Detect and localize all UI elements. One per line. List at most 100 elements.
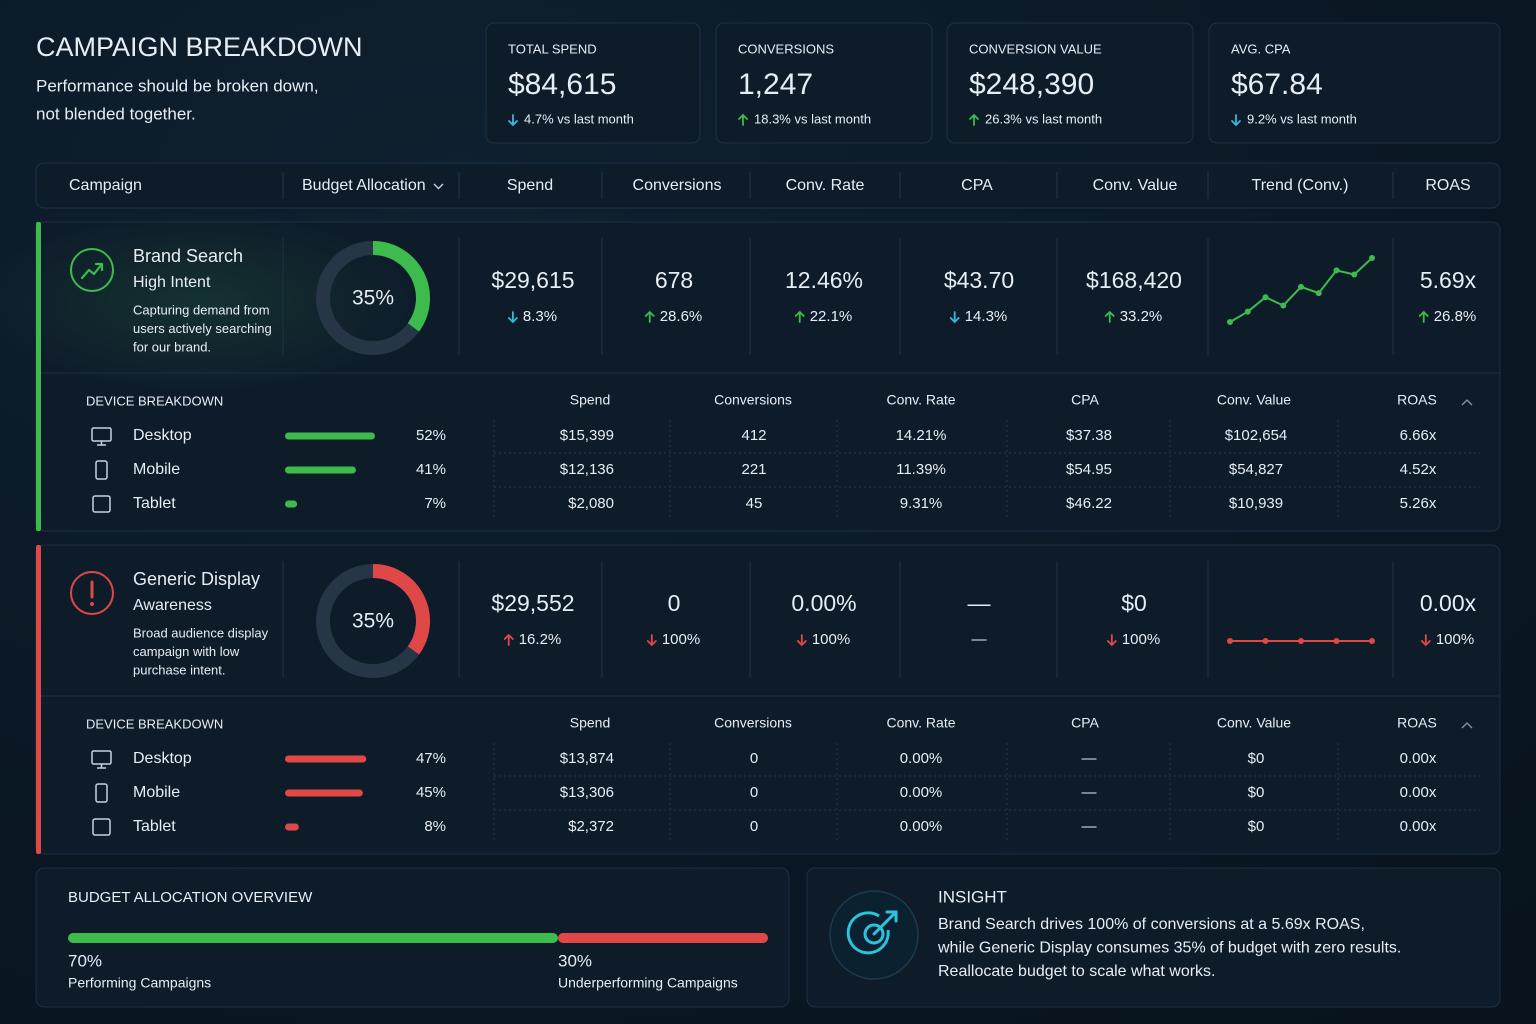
metric-value: $29,615	[491, 267, 574, 293]
trend-point	[1298, 638, 1304, 644]
column-header: Campaign	[69, 177, 142, 194]
device-name: Tablet	[133, 495, 176, 512]
device-column: CPA	[1071, 715, 1099, 731]
device-name: Mobile	[133, 784, 180, 801]
device-cell: $54.95	[1066, 461, 1112, 478]
trend-point	[1333, 638, 1340, 644]
donut-arc	[372, 564, 430, 655]
campaign-name: Brand Search	[133, 246, 243, 266]
insight-icon	[872, 910, 898, 936]
delta-arrow	[796, 634, 807, 647]
metric-value: 5.69x	[1420, 267, 1477, 293]
trend-point	[1351, 271, 1358, 278]
status-accent	[36, 222, 41, 531]
page-title: CAMPAIGN BREAKDOWN	[36, 32, 363, 62]
segment-label: Performing Campaigns	[68, 975, 211, 991]
device-cell: 221	[741, 461, 766, 478]
sort-chevron	[433, 183, 444, 190]
delta-arrow	[503, 633, 514, 646]
device-cell: $2,372	[568, 818, 614, 835]
delta-arrow	[1104, 310, 1115, 323]
kpi-label: CONVERSIONS	[738, 41, 834, 56]
metric-delta: 100%	[1436, 631, 1474, 648]
device-column: Conv. Rate	[887, 392, 956, 408]
device-cell: $46.22	[1066, 495, 1112, 512]
campaign-card	[35, 544, 1501, 855]
delta-arrow	[1420, 634, 1431, 647]
device-column: Conversions	[714, 715, 792, 731]
device-title: DEVICE BREAKDOWN	[86, 716, 223, 731]
device-column: ROAS	[1397, 715, 1437, 731]
delta-arrow	[508, 114, 518, 127]
collapse-chevron	[1461, 722, 1473, 729]
delta-arrow	[738, 113, 748, 126]
device-cell: $102,654	[1225, 427, 1288, 444]
segment-label: Underperforming Campaigns	[558, 975, 738, 991]
delta-arrow	[969, 113, 979, 126]
delta-arrow	[646, 634, 657, 647]
metric-delta: 100%	[662, 631, 700, 648]
device-cell: $0	[1248, 750, 1265, 767]
trend-point	[1262, 294, 1269, 301]
device-share: 47%	[416, 750, 446, 767]
delta-arrow	[644, 310, 655, 323]
status-icon	[70, 571, 114, 615]
device-column: ROAS	[1397, 392, 1437, 408]
kpi-card	[715, 22, 933, 144]
device-cell: $2,080	[568, 495, 614, 512]
trend-point	[1280, 302, 1287, 309]
campaign-description: Broad audience display	[133, 625, 269, 640]
donut-label: 35%	[352, 610, 394, 633]
device-share: 7%	[424, 495, 446, 512]
device-cell: $13,874	[560, 750, 614, 767]
device-column: Spend	[570, 392, 610, 408]
insight-title: INSIGHT	[938, 887, 1007, 906]
delta-arrow	[1106, 634, 1117, 647]
metric-delta: 26.8%	[1434, 308, 1477, 325]
device-cell: $15,399	[560, 427, 614, 444]
column-header: Spend	[507, 177, 553, 194]
metric-delta: 100%	[1122, 631, 1160, 648]
device-name: Tablet	[133, 818, 176, 835]
device-cell: 11.39%	[896, 461, 946, 478]
insight-line: while Generic Display consumes 35% of bu…	[937, 940, 1401, 957]
device-column: Conv. Value	[1217, 392, 1291, 408]
status-icon	[90, 602, 94, 606]
metric-delta: 100%	[812, 631, 850, 648]
metric-delta: 22.1%	[810, 308, 853, 325]
device-cell: 0.00%	[900, 750, 943, 767]
trend-point	[1298, 283, 1304, 290]
campaign-description: campaign with low	[133, 644, 240, 659]
device-name: Mobile	[133, 461, 180, 478]
column-header: CPA	[961, 177, 993, 194]
kpi-delta: 26.3% vs last month	[985, 111, 1102, 126]
device-cell: 5.26x	[1400, 495, 1437, 512]
trend-point	[1315, 290, 1322, 297]
kpi-delta: 18.3% vs last month	[754, 111, 871, 126]
segment-share: 30%	[558, 951, 592, 970]
kpi-value: $248,390	[969, 68, 1094, 101]
device-column: Conv. Value	[1217, 715, 1291, 731]
collapse-chevron	[1461, 399, 1473, 406]
kpi-delta: 9.2% vs last month	[1247, 111, 1357, 126]
device-name: Desktop	[133, 750, 192, 767]
device-cell: 6.66x	[1400, 427, 1437, 444]
device-cell: $12,136	[560, 461, 614, 478]
kpi-value: $67.84	[1231, 68, 1323, 101]
column-header: Trend (Conv.)	[1252, 177, 1349, 194]
device-cell: $13,306	[560, 784, 614, 801]
campaign-description: users actively searching	[133, 321, 272, 336]
device-cell: 0.00x	[1400, 784, 1437, 801]
metric-delta: 28.6%	[660, 308, 703, 325]
device-cell: 0	[750, 750, 758, 767]
kpi-card	[946, 22, 1194, 144]
insight-line: Reallocate budget to scale what works.	[938, 963, 1215, 980]
device-share-bar	[285, 432, 375, 440]
device-cell: $10,939	[1229, 495, 1283, 512]
device-column: Conversions	[714, 392, 792, 408]
metric-value: 0.00%	[791, 590, 856, 616]
metric-value: 0.00x	[1420, 590, 1477, 616]
device-cell: 412	[741, 427, 766, 444]
kpi-card	[1208, 22, 1501, 144]
